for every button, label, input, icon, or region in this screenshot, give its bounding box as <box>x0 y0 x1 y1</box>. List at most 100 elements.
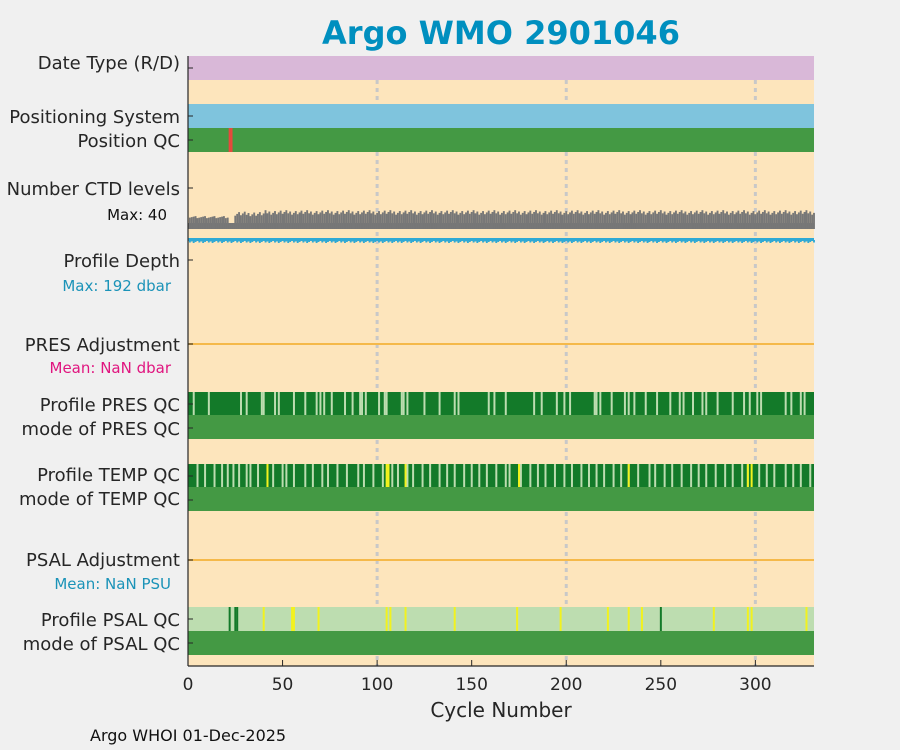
ctd-bar-74 <box>327 210 329 229</box>
ctd-bar-22 <box>228 223 231 229</box>
ctd-bar-258 <box>674 210 677 229</box>
ctd-bar-59 <box>298 212 301 229</box>
ctd-bar-63 <box>306 210 309 229</box>
qc-mark-195 <box>555 392 558 415</box>
depth-tick-220 <box>603 240 606 241</box>
qc-mark-208 <box>580 464 583 487</box>
ctd-bar-248 <box>656 213 658 229</box>
depth-tick-288 <box>731 240 734 243</box>
ctd-bar-111 <box>396 212 399 229</box>
depth-tick-185 <box>536 240 539 241</box>
ctd-bar-273 <box>703 213 706 229</box>
depth-tick-323 <box>797 240 800 243</box>
depth-tick-175 <box>518 240 520 241</box>
qc-mark-175 <box>518 464 521 487</box>
qc-mark-101 <box>378 392 381 415</box>
depth-tick-16 <box>217 240 220 243</box>
depth-tick-50 <box>281 240 284 241</box>
qc-mark-297 <box>748 392 751 415</box>
depth-tick-273 <box>703 240 706 243</box>
qc-mark-71 <box>321 464 324 487</box>
ctd-bar-60 <box>300 210 303 229</box>
ctd-bar-5 <box>196 218 199 229</box>
ctd-bar-157 <box>483 214 486 229</box>
ctd-bar-240 <box>640 213 643 229</box>
depth-tick-161 <box>491 240 494 243</box>
qc-mark-22 <box>228 607 231 631</box>
ctd-bar-300 <box>754 214 757 229</box>
depth-tick-150 <box>470 240 473 241</box>
ctd-bar-96 <box>368 210 371 229</box>
row-1 <box>188 104 814 128</box>
ctd-bar-204 <box>572 213 575 229</box>
depth-tick-254 <box>667 240 670 242</box>
depth-tick-250 <box>659 240 662 241</box>
ctd-bar-140 <box>451 210 454 229</box>
ctd-bar-106 <box>387 211 390 229</box>
depth-tick-212 <box>587 240 590 242</box>
row-7 <box>188 415 814 439</box>
ctd-bar-16 <box>217 217 220 229</box>
depth-tick-147 <box>465 240 467 242</box>
qc-mark-87 <box>351 392 354 415</box>
ctd-bar-303 <box>760 213 762 229</box>
depth-tick-51 <box>283 240 286 243</box>
ctd-bar-307 <box>767 211 770 229</box>
qc-mark-278 <box>712 607 715 631</box>
ctd-bar-322 <box>796 214 798 229</box>
depth-tick-201 <box>567 240 570 243</box>
depth-tick-134 <box>440 240 443 242</box>
ctd-bar-158 <box>485 212 488 229</box>
ctd-bar-304 <box>761 211 764 229</box>
depth-tick-148 <box>466 240 469 243</box>
depth-tick-129 <box>431 240 433 242</box>
ctd-bar-146 <box>463 214 466 229</box>
row-bands <box>188 56 815 655</box>
depth-tick-68 <box>315 240 318 243</box>
ctd-bar-260 <box>678 211 681 229</box>
qc-mark-115 <box>404 607 407 631</box>
ctd-bar-107 <box>389 210 392 229</box>
depth-tick-71 <box>321 240 324 243</box>
qc-mark-301 <box>756 392 759 415</box>
qc-mark-279 <box>714 464 717 487</box>
qc-mark-162 <box>493 392 496 415</box>
ctd-bar-3 <box>192 216 195 229</box>
ctd-bar-269 <box>695 210 698 229</box>
ctd-bar-109 <box>393 211 396 229</box>
qc-mark-18 <box>221 464 224 487</box>
ctd-bar-254 <box>667 212 670 229</box>
ctd-bar-249 <box>657 211 660 229</box>
qc-mark-261 <box>680 464 683 487</box>
depth-tick-253 <box>665 240 668 243</box>
depth-tick-56 <box>292 240 295 243</box>
depth-tick-226 <box>614 240 617 243</box>
ctd-bar-218 <box>599 213 602 229</box>
depth-tick-95 <box>366 240 369 241</box>
ctd-bar-207 <box>578 213 581 229</box>
ctd-bar-45 <box>272 212 275 229</box>
qc-base <box>188 392 814 415</box>
depth-tick-278 <box>712 240 715 243</box>
depth-tick-28 <box>240 240 242 243</box>
depth-tick-104 <box>383 240 386 242</box>
qc-mark-103 <box>381 464 384 487</box>
ctd-bar-70 <box>319 212 322 229</box>
qc-mark-255 <box>669 392 672 415</box>
depth-tick-84 <box>345 240 348 242</box>
depth-tick-281 <box>718 240 721 243</box>
ctd-bar-152 <box>474 213 477 229</box>
ctd-bar-229 <box>620 213 623 229</box>
depth-tick-211 <box>586 240 588 243</box>
ctd-bar-17 <box>219 217 222 229</box>
depth-tick-131 <box>434 240 437 243</box>
depth-tick-88 <box>353 240 356 243</box>
qc-mark-274 <box>705 392 708 415</box>
qc-mark-222 <box>606 607 609 631</box>
depth-tick-76 <box>330 240 333 243</box>
depth-tick-209 <box>582 240 585 242</box>
qc-mark-270 <box>697 464 700 487</box>
qc-mark-233 <box>627 464 630 487</box>
ctd-bar-239 <box>639 210 641 229</box>
depth-tick-297 <box>748 240 751 242</box>
